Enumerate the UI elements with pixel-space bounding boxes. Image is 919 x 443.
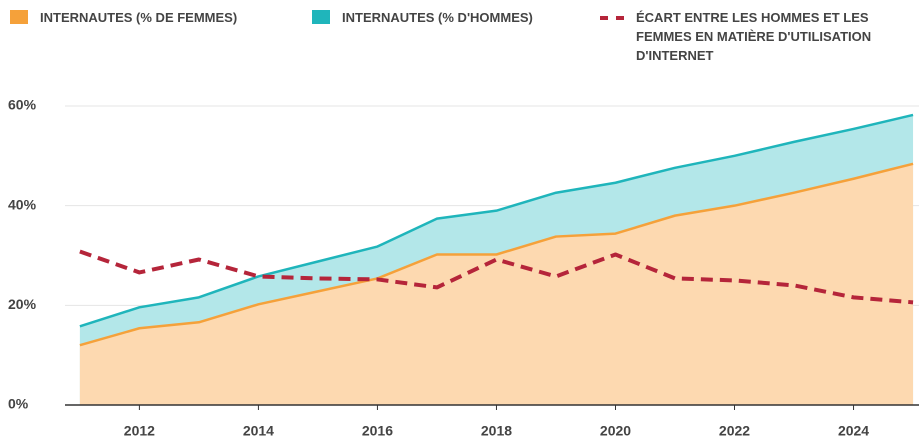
area	[79, 163, 914, 405]
x-tick-label: 2014	[243, 423, 274, 439]
legend-item: INTERNAUTES (% DE FEMMES)	[10, 8, 237, 27]
line	[79, 113, 914, 328]
y-tick-label: 20%	[8, 296, 37, 312]
legend-item: INTERNAUTES (% D'HOMMES)	[312, 8, 533, 27]
y-tick-label: 0%	[8, 396, 29, 412]
line	[79, 162, 914, 347]
legend-label: ÉCART ENTRE LES HOMMES ET LES FEMMES EN …	[636, 10, 872, 63]
line	[79, 249, 914, 305]
x-tick-label: 2022	[719, 423, 750, 439]
legend-swatch	[600, 16, 624, 20]
y-tick-label: 60%	[8, 97, 37, 113]
x-tick-label: 2020	[600, 423, 631, 439]
legend-item: ÉCART ENTRE LES HOMMES ET LES FEMMES EN …	[600, 8, 910, 65]
legend-swatch	[10, 10, 28, 24]
x-tick-label: 2024	[838, 423, 869, 439]
x-tick-label: 2018	[481, 423, 512, 439]
x-tick-label: 2016	[362, 423, 393, 439]
y-tick-label: 40%	[8, 196, 37, 212]
legend-swatch	[312, 10, 330, 24]
legend-label: INTERNAUTES (% D'HOMMES)	[342, 10, 533, 25]
x-tick-label: 2012	[124, 423, 155, 439]
legend-label: INTERNAUTES (% DE FEMMES)	[40, 10, 238, 25]
